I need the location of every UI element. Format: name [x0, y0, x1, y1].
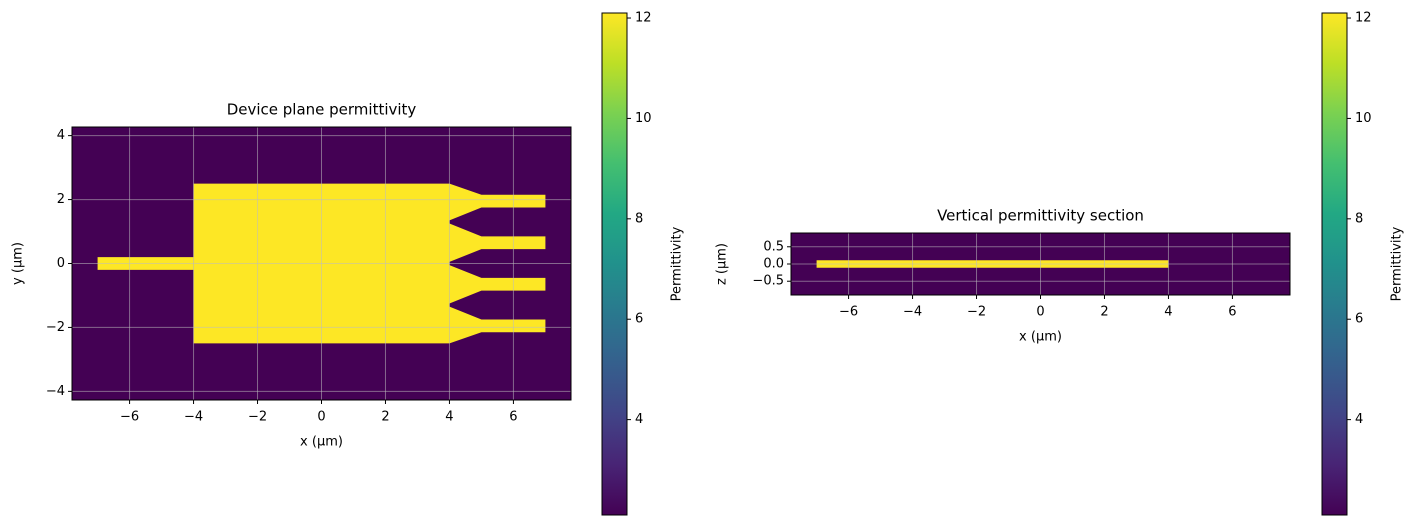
colorbar-tick-label: 4 — [1355, 412, 1363, 427]
colorbar-label: Permittivity — [1390, 226, 1405, 301]
chart-title: Vertical permittivity section — [937, 207, 1144, 225]
x-tick-label: 6 — [1228, 305, 1236, 320]
x-tick-label: 0 — [1036, 305, 1044, 320]
x-tick-label: −2 — [248, 410, 267, 425]
colorbar-tick-label: 10 — [1355, 111, 1372, 126]
y-tick-label: −0.5 — [752, 274, 784, 289]
colorbar — [601, 12, 628, 516]
colorbar-tick-label: 6 — [635, 312, 643, 327]
structure — [449, 265, 546, 304]
y-tick-label: 0 — [57, 256, 65, 271]
colorbar-tick-label: 8 — [635, 211, 643, 226]
colorbar-tick-label: 12 — [635, 11, 652, 26]
y-tick-label: 2 — [57, 192, 65, 207]
y-tick-label: 0.0 — [763, 257, 784, 272]
y-axis-label: y (µm) — [11, 242, 26, 285]
colorbar-label: Permittivity — [670, 226, 685, 301]
colorbar-tick-label: 8 — [1355, 211, 1363, 226]
y-axis-label: z (µm) — [715, 243, 730, 285]
x-tick-label: −4 — [903, 305, 922, 320]
axes-frame — [790, 232, 1291, 296]
x-tick-label: 4 — [1164, 305, 1172, 320]
x-tick-label: 2 — [1100, 305, 1108, 320]
y-tick-label: −4 — [46, 384, 65, 399]
chart-title: Device plane permittivity — [227, 101, 417, 119]
x-tick-label: 4 — [445, 410, 453, 425]
colorbar-tick-label: 4 — [635, 412, 643, 427]
structure — [449, 183, 546, 221]
x-axis-label: x (µm) — [1019, 330, 1062, 345]
y-tick-label: −2 — [46, 320, 65, 335]
x-tick-label: −2 — [967, 305, 986, 320]
colorbar-tick-label: 6 — [1355, 312, 1363, 327]
x-tick-label: 6 — [509, 410, 517, 425]
colorbar-tick-label: 12 — [1355, 11, 1372, 26]
structure — [449, 223, 546, 262]
x-axis-label: x (µm) — [300, 435, 343, 450]
x-tick-label: −6 — [120, 410, 139, 425]
x-tick-label: −6 — [839, 305, 858, 320]
y-tick-label: 4 — [57, 128, 65, 143]
structure — [449, 306, 546, 344]
x-tick-label: −4 — [184, 410, 203, 425]
y-tick-label: 0.5 — [763, 239, 784, 254]
axes-frame — [71, 126, 572, 401]
x-tick-label: 2 — [381, 410, 389, 425]
colorbar-tick-label: 10 — [635, 111, 652, 126]
x-tick-label: 0 — [317, 410, 325, 425]
colorbar — [1321, 12, 1348, 516]
